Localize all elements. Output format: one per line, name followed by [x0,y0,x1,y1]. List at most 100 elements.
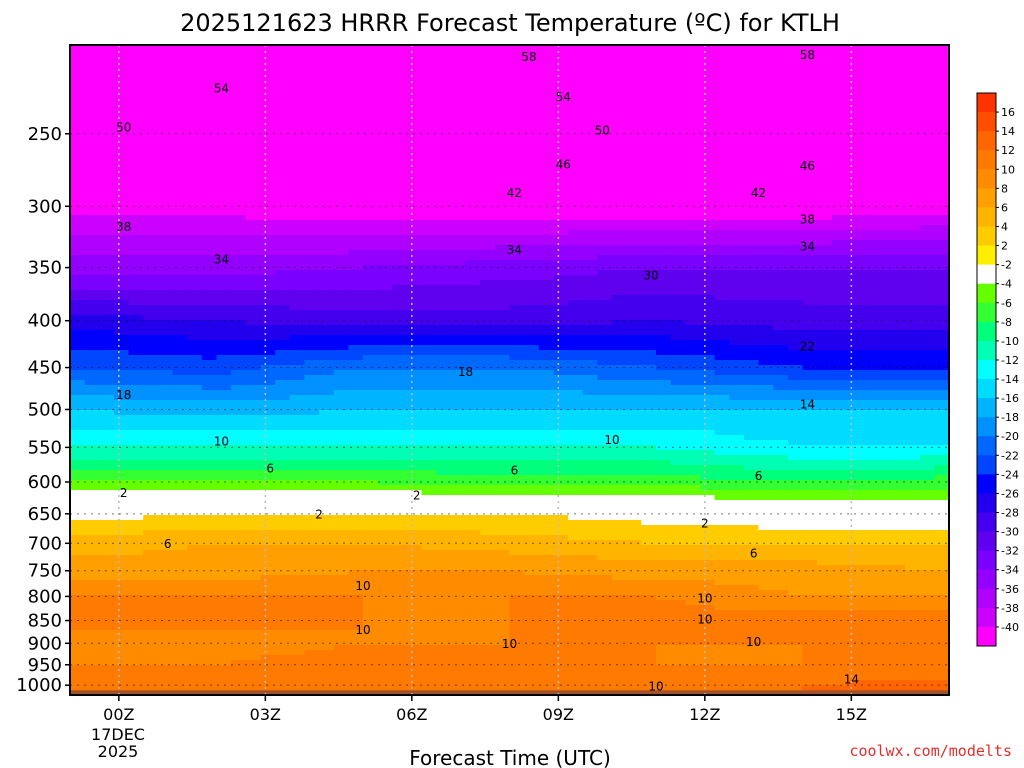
temperature-cell [817,235,833,241]
temperature-cell [538,390,555,396]
temperature-cell [70,450,86,456]
temperature-cell [890,250,906,256]
temperature-cell [846,390,862,396]
temperature-cell [113,330,130,336]
temperature-cell [465,405,481,411]
temperature-cell [128,385,144,391]
temperature-cell [861,400,877,406]
temperature-cell [128,100,144,106]
temperature-cell [480,285,496,291]
temperature-cell [626,80,642,86]
temperature-cell [275,405,291,411]
temperature-cell [568,455,584,461]
temperature-cell [685,175,701,181]
temperature-cell [406,455,423,461]
temperature-cell [831,275,848,281]
temperature-cell [934,185,949,191]
temperature-cell [275,390,291,396]
temperature-cell [304,180,320,186]
temperature-cell [670,280,686,286]
temperature-cell [670,365,686,371]
temperature-cell [201,220,218,226]
temperature-cell [568,120,584,126]
temperature-cell [538,100,555,106]
temperature-cell [641,225,657,231]
temperature-cell [890,150,906,156]
temperature-cell [245,150,262,156]
temperature-cell [568,390,584,396]
temperature-cell [99,390,115,396]
temperature-cell [113,345,130,351]
temperature-cell [304,305,320,311]
temperature-cell [685,375,701,381]
temperature-cell [304,285,320,291]
temperature-cell [553,270,569,276]
temperature-cell [480,50,496,56]
temperature-cell [363,400,379,406]
temperature-cell [802,220,818,226]
temperature-cell [846,225,862,231]
temperature-cell [875,130,891,136]
temperature-cell [802,50,818,56]
temperature-cell [817,110,833,116]
temperature-cell [597,170,613,176]
temperature-cell [773,305,789,311]
temperature-cell [157,430,174,436]
temperature-cell [143,460,159,466]
temperature-cell [905,105,921,111]
temperature-cell [787,75,804,81]
temperature-cell [304,220,320,226]
temperature-cell [758,355,774,361]
temperature-cell [758,300,774,306]
temperature-cell [743,170,760,176]
temperature-cell [480,400,496,406]
temperature-cell [699,200,716,206]
temperature-cell [99,180,115,186]
temperature-cell [612,155,628,161]
temperature-cell [905,355,921,361]
temperature-cell [231,450,247,456]
temperature-cell [406,225,423,231]
temperature-cell [480,175,496,181]
temperature-cell [524,430,540,436]
temperature-cell [553,225,569,231]
temperature-cell [612,415,628,421]
temperature-cell [143,165,159,171]
temperature-cell [553,70,569,76]
temperature-cell [905,280,921,286]
temperature-cell [333,430,349,436]
temperature-cell [568,95,584,101]
temperature-cell [656,65,672,71]
temperature-cell [743,315,760,321]
temperature-cell [377,290,393,296]
temperature-cell [84,275,100,281]
temperature-cell [729,55,745,61]
temperature-cell [919,195,935,201]
temperature-cell [113,340,130,346]
temperature-cell [670,275,686,281]
temperature-cell [333,155,349,161]
temperature-cell [421,410,437,416]
temperature-cell [465,245,481,251]
temperature-cell [626,55,642,61]
temperature-cell [245,110,262,116]
temperature-cell [333,225,349,231]
temperature-cell [187,350,203,356]
temperature-cell [172,215,188,221]
temperature-cell [172,280,188,286]
temperature-cell [817,240,833,246]
temperature-cell [260,75,276,81]
temperature-cell [890,325,906,331]
temperature-cell [846,415,862,421]
temperature-cell [538,295,555,301]
temperature-cell [890,275,906,281]
temperature-cell [905,250,921,256]
temperature-cell [831,445,848,451]
temperature-cell [436,440,452,446]
temperature-cell [641,70,657,76]
temperature-cell [861,195,877,201]
temperature-cell [392,230,408,236]
temperature-cell [436,390,452,396]
temperature-cell [597,165,613,171]
temperature-cell [143,325,159,331]
